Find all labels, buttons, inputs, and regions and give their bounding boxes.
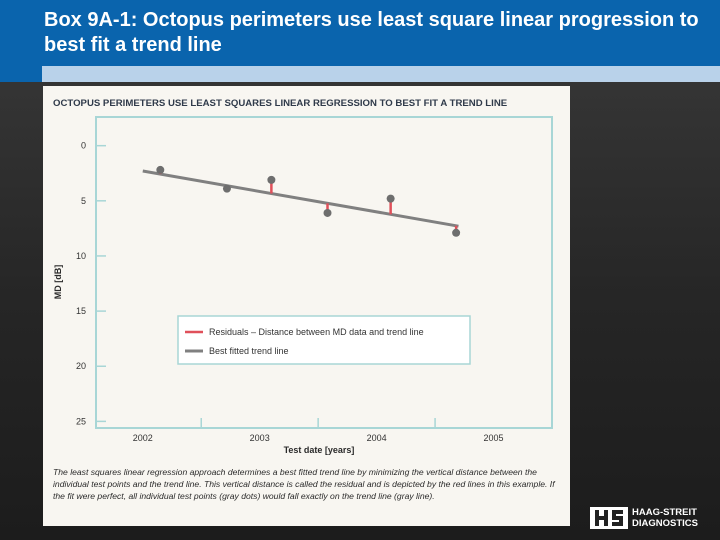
legend-box <box>177 315 471 365</box>
data-point <box>452 228 461 237</box>
x-tick-label: 2004 <box>367 433 387 443</box>
chart-caption: The least squares linear regression appr… <box>53 467 555 501</box>
figure-panel: OCTOPUS PERIMETERS USE LEAST SQUARES LIN… <box>43 86 570 526</box>
y-tick-label: 15 <box>76 306 86 316</box>
x-tick-label: 2005 <box>484 433 504 443</box>
data-point <box>156 165 165 174</box>
chart-title: OCTOPUS PERIMETERS USE LEAST SQUARES LIN… <box>53 98 508 109</box>
slide-title: Box 9A-1: Octopus perimeters use least s… <box>44 9 699 56</box>
y-tick-label: 5 <box>81 196 86 206</box>
trend-line <box>142 169 459 228</box>
data-point <box>386 194 395 203</box>
legend-label-trend: Best fitted trend line <box>209 346 289 356</box>
data-point <box>323 208 332 217</box>
y-tick-label: 10 <box>76 251 86 261</box>
plot-frame <box>95 116 553 429</box>
title-accent-strip <box>42 66 720 82</box>
hs-logo-icon <box>590 507 628 529</box>
data-point <box>222 184 231 193</box>
x-tick-label: 2003 <box>250 433 270 443</box>
x-tick-label: 2002 <box>133 433 153 443</box>
logo-wordmark: HAAG-STREIT DIAGNOSTICS <box>632 507 698 529</box>
y-tick-label: 0 <box>81 141 86 151</box>
y-axis-label: MD [dB] <box>53 265 63 300</box>
data-point <box>267 175 276 184</box>
y-tick-label: 25 <box>76 416 86 426</box>
haag-streit-logo: HAAG-STREIT DIAGNOSTICS <box>590 505 715 531</box>
legend: Residuals – Distance between MD data and… <box>177 315 471 365</box>
x-axis-label: Test date [years] <box>284 445 355 455</box>
y-tick-label: 20 <box>76 361 86 371</box>
regression-chart: OCTOPUS PERIMETERS USE LEAST SQUARES LIN… <box>53 98 553 455</box>
legend-label-residuals: Residuals – Distance between MD data and… <box>209 327 424 337</box>
